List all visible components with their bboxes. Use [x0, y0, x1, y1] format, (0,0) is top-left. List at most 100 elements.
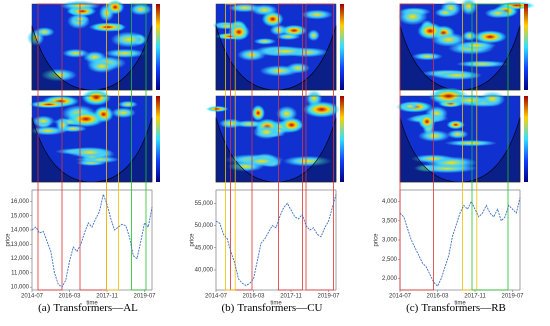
wavelet-blob: [444, 139, 498, 147]
wavelet-blob: [434, 8, 456, 18]
highlight-box: [277, 3, 303, 291]
wavelet-blob: [26, 29, 45, 46]
panel: 2,000 2,500 3,000 3,500 4,000 2014-07 2016-03 2…: [374, 0, 536, 314]
highlight-box: [225, 3, 236, 291]
wavelet-blob: [484, 8, 511, 19]
x-tick-label: 2016-03: [242, 294, 265, 300]
wavelet-blob: [307, 29, 320, 42]
wavelet-blob: [89, 22, 127, 32]
colorbar: [156, 96, 160, 182]
highlight-box: [305, 3, 335, 291]
wavelet-blob: [276, 105, 298, 122]
wavelet-blob: [412, 52, 443, 61]
wavelet-blob: [62, 48, 90, 58]
y-tick-label: 12,000: [11, 256, 30, 262]
wavelet-blob: [418, 130, 451, 142]
highlight-box: [229, 3, 253, 291]
wavelet-frame: [215, 3, 337, 91]
wavelet-blob: [446, 129, 469, 139]
x-tick-label: 2014-07: [389, 294, 412, 300]
y-tick-label: 55,000: [195, 201, 214, 207]
highlight-box: [37, 3, 63, 291]
x-axis-label: time: [86, 301, 98, 307]
y-tick-label: 3,500: [382, 218, 398, 224]
x-axis-label: time: [454, 301, 466, 307]
cone-of-influence: [215, 25, 337, 91]
y-tick-label: 14,000: [11, 228, 30, 234]
caption-label: (a): [38, 302, 51, 314]
y-axis-label: price: [374, 233, 380, 247]
wavelet-blob: [473, 30, 507, 44]
wavelet-blob: [261, 11, 284, 27]
caption-label: (b): [222, 302, 235, 314]
y-tick-label: 16,000: [11, 199, 30, 205]
wavelet-blob: [275, 33, 301, 40]
wavelet-blob: [106, 0, 125, 15]
cone-of-influence: [215, 117, 337, 183]
wavelet-blob: [67, 146, 113, 158]
wavelet-blob: [104, 48, 146, 58]
colorbar: [524, 96, 528, 182]
wavelet-blob: [110, 31, 148, 48]
caption-label: (c): [406, 302, 419, 314]
x-tick-label: 2019-07: [133, 294, 156, 300]
x-tick-label: 2016-03: [58, 294, 81, 300]
wavelet-blob: [81, 89, 111, 106]
y-tick-label: 10,000: [11, 285, 30, 291]
y-tick-label: 13,000: [11, 242, 30, 248]
wavelet-blob: [55, 116, 70, 134]
highlight-box: [461, 3, 478, 291]
caption: (b) Transformers—CU: [222, 302, 323, 314]
colorbar: [340, 96, 344, 182]
wavelet-blob: [212, 22, 242, 30]
y-tick-label: 3,000: [382, 238, 398, 244]
price-line: [215, 194, 337, 287]
wavelet-blob: [446, 120, 465, 130]
wavelet-blob: [450, 94, 490, 107]
wavelet-blob: [40, 68, 77, 82]
price-line: [31, 192, 153, 288]
y-tick-label: 40,000: [195, 268, 214, 274]
wavelet-frame: [31, 95, 153, 183]
wavelet-blob: [431, 70, 483, 80]
highlight-box: [131, 3, 147, 291]
y-axis-label: price: [6, 233, 12, 247]
wavelet-blob: [253, 125, 280, 140]
caption-title: Transformers—AL: [53, 302, 138, 314]
panel: 10,000 11,000 12,000 13,000 14,000 15,000 16,0…: [6, 0, 160, 314]
y-tick-label: 2,000: [382, 276, 398, 282]
wavelet-blob: [286, 62, 310, 74]
x-tick-label: 2014-07: [21, 294, 44, 300]
wavelet-blob: [242, 155, 282, 167]
plot-frame: [31, 189, 153, 291]
caption-title: Transformers—RB: [421, 302, 506, 314]
caption: (a) Transformers—AL: [38, 302, 138, 314]
wavelet-blob: [251, 104, 265, 122]
y-tick-label: 45,000: [195, 245, 214, 251]
wavelet-blob: [455, 41, 497, 51]
y-tick-label: 50,000: [195, 223, 214, 229]
colorbar: [524, 4, 528, 90]
caption: (c) Transformers—RB: [406, 302, 506, 314]
wavelet-blob: [259, 46, 312, 57]
x-tick-label: 2017-11: [96, 294, 118, 300]
wavelet-blob: [400, 102, 420, 111]
highlight-box: [471, 3, 509, 291]
y-tick-label: 2,500: [382, 257, 398, 263]
wavelet-blob: [32, 115, 55, 127]
y-tick-label: 4,000: [382, 199, 398, 205]
wavelet-blob: [253, 38, 276, 45]
x-tick-label: 2014-07: [205, 294, 228, 300]
wavelet-blob: [205, 105, 229, 112]
wavelet-blob: [301, 9, 333, 20]
x-tick-label: 2019-07: [317, 294, 340, 300]
wavelet-blob: [418, 113, 436, 130]
wavelet-blob: [83, 51, 107, 64]
y-tick-label: 15,000: [11, 213, 30, 219]
wavelet-blob: [129, 3, 152, 16]
wavelet-frame: [215, 95, 337, 183]
plot-frame: [215, 189, 337, 291]
plot-frame: [399, 189, 521, 291]
colorbar: [156, 4, 160, 90]
